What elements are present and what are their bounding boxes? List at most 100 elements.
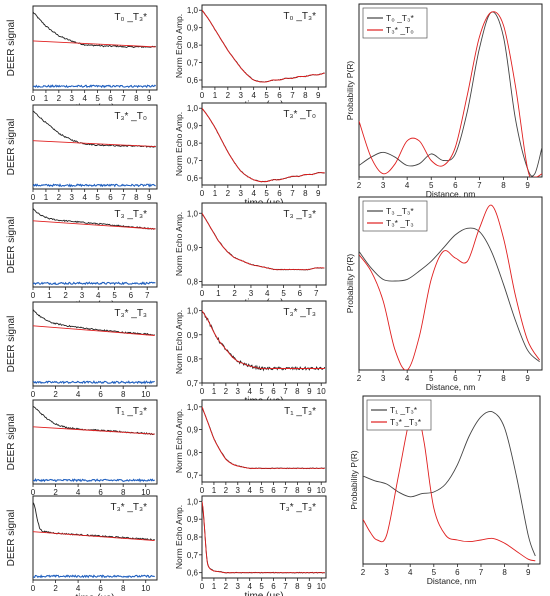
x-tick-label: 2 bbox=[361, 568, 366, 577]
panel-label: T₃* _T₀ bbox=[114, 111, 147, 122]
x-tick-label: 2 bbox=[357, 374, 362, 383]
legend-entry: T₃* _T₃ bbox=[386, 218, 414, 228]
x-tick-label: 4 bbox=[82, 94, 87, 103]
y-tick-label: 0,8 bbox=[187, 355, 199, 364]
legend-entry: T₃* _T₀ bbox=[386, 25, 414, 35]
plot-frame bbox=[32, 301, 158, 387]
x-tick-label: 7 bbox=[145, 291, 150, 300]
y-tick-label: 0,6 bbox=[187, 174, 199, 183]
x-tick-label: 4 bbox=[96, 291, 101, 300]
x-axis-label: Distance, nm bbox=[426, 382, 476, 392]
x-tick-label: 0 bbox=[200, 486, 205, 495]
x-tick-label: 3 bbox=[381, 374, 386, 383]
panel-label: T₁ _T₃* bbox=[284, 406, 316, 417]
series-line-1 bbox=[33, 308, 155, 336]
x-tick-label: 3 bbox=[381, 181, 386, 190]
series-line-2 bbox=[202, 9, 325, 83]
series-line-2 bbox=[202, 213, 325, 271]
series-line-2 bbox=[359, 11, 542, 177]
y-tick-label: 1,0 bbox=[187, 209, 199, 218]
series-line-2 bbox=[33, 220, 156, 230]
panel-label: T₃* _T₃* bbox=[111, 502, 148, 513]
x-tick-label: 0 bbox=[31, 488, 36, 497]
x-tick-label: 4 bbox=[76, 390, 81, 399]
chart-deer-6: 0 2 4 6 8 10 time (μs) DEER signal T₃* _T₃* bbox=[6, 495, 158, 596]
plot-frame bbox=[32, 5, 158, 91]
x-tick-label: 9 bbox=[307, 582, 312, 591]
x-tick-label: 8 bbox=[121, 390, 126, 399]
x-tick-label: 6 bbox=[271, 387, 276, 396]
panel-label: T₃* _T₃* bbox=[280, 502, 317, 513]
x-tick-label: 1 bbox=[213, 189, 218, 198]
series-line-2 bbox=[33, 531, 155, 542]
panel-label: T₁ _T₃* bbox=[115, 406, 147, 417]
x-tick-label: 3 bbox=[80, 291, 85, 300]
y-tick-label: 0,7 bbox=[187, 59, 199, 68]
y-axis-label: Norm Echo Amp. bbox=[174, 409, 184, 473]
x-tick-label: 2 bbox=[53, 584, 58, 593]
chart-dist-2: 2 3 4 5 6 7 8 9 Distance, nm Probability P(R) T₃ _… bbox=[345, 196, 543, 392]
x-tick-label: 8 bbox=[134, 94, 139, 103]
y-tick-label: 0,8 bbox=[187, 139, 199, 148]
y-axis-label: Probability P(R) bbox=[349, 450, 359, 510]
panel-label: T₃* _T₀ bbox=[283, 109, 316, 120]
y-axis-label: DEER signal bbox=[6, 510, 17, 567]
x-tick-label: 6 bbox=[98, 390, 103, 399]
x-tick-label: 3 bbox=[70, 193, 75, 202]
y-axis-label: Norm Echo Amp. bbox=[174, 505, 184, 569]
series-line-3 bbox=[33, 380, 155, 385]
x-tick-label: 4 bbox=[405, 181, 410, 190]
panel-label: T₀ _T₃* bbox=[283, 11, 316, 22]
x-tick-label: 9 bbox=[316, 189, 321, 198]
plot-frame bbox=[32, 104, 158, 190]
x-tick-label: 3 bbox=[249, 289, 254, 298]
x-tick-label: 8 bbox=[134, 193, 139, 202]
x-tick-label: 2 bbox=[224, 387, 229, 396]
series-line-3 bbox=[33, 478, 156, 483]
x-tick-label: 4 bbox=[408, 568, 413, 577]
x-tick-label: 9 bbox=[307, 387, 312, 396]
x-tick-label: 0 bbox=[200, 387, 205, 396]
legend-box bbox=[366, 399, 432, 431]
x-tick-label: 8 bbox=[502, 568, 507, 577]
series-line-2 bbox=[202, 107, 325, 183]
x-tick-label: 4 bbox=[82, 193, 87, 202]
x-tick-label: 10 bbox=[317, 582, 326, 591]
plot-frame bbox=[32, 399, 158, 485]
x-tick-label: 4 bbox=[247, 387, 252, 396]
x-tick-label: 5 bbox=[429, 181, 434, 190]
x-tick-label: 0 bbox=[31, 584, 36, 593]
y-axis-label: Norm Echo Amp. bbox=[174, 14, 184, 78]
x-tick-label: 9 bbox=[525, 181, 530, 190]
y-axis-label: Probability P(R) bbox=[345, 254, 355, 314]
x-tick-label: 10 bbox=[317, 486, 326, 495]
x-tick-label: 3 bbox=[239, 189, 244, 198]
x-tick-label: 7 bbox=[314, 289, 319, 298]
series-line-3 bbox=[33, 281, 156, 286]
panel-label: T₃ _T₃* bbox=[114, 209, 147, 220]
x-tick-label: 4 bbox=[247, 486, 252, 495]
y-tick-label: 0,9 bbox=[187, 122, 199, 131]
x-tick-label: 6 bbox=[271, 582, 276, 591]
x-tick-label: 9 bbox=[307, 486, 312, 495]
x-tick-label: 8 bbox=[121, 584, 126, 593]
x-tick-label: 10 bbox=[317, 387, 326, 396]
x-tick-label: 5 bbox=[95, 94, 100, 103]
legend-entry: T₀ _T₃* bbox=[386, 13, 414, 23]
y-axis-label: Norm Echo Amp. bbox=[174, 112, 184, 176]
x-tick-label: 7 bbox=[283, 486, 288, 495]
x-tick-label: 9 bbox=[525, 374, 530, 383]
panel-label: T₀ _T₃* bbox=[114, 12, 147, 23]
y-tick-label: 0,8 bbox=[187, 278, 199, 287]
plot-frame bbox=[358, 196, 543, 371]
y-tick-label: 0,7 bbox=[187, 379, 199, 388]
y-axis-label: DEER signal bbox=[6, 20, 17, 77]
y-axis-label: Norm Echo Amp. bbox=[174, 310, 184, 374]
x-tick-label: 6 bbox=[271, 486, 276, 495]
